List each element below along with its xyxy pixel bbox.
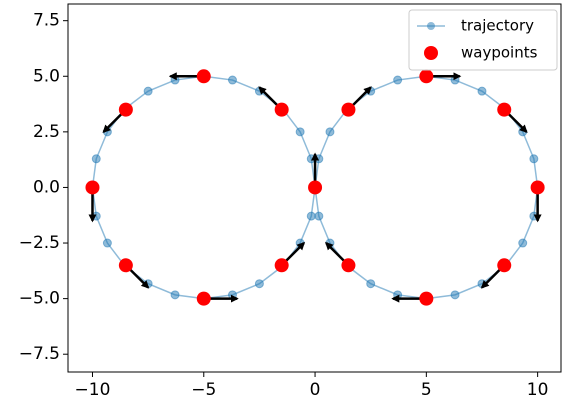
waypoint xyxy=(274,102,289,117)
waypoint xyxy=(196,291,211,306)
x-tick-label: 10 xyxy=(527,380,549,400)
y-tick-label: −7.5 xyxy=(19,344,60,364)
waypoint xyxy=(274,258,289,273)
waypoint xyxy=(118,102,133,117)
trajectory-point xyxy=(170,290,180,300)
waypoint xyxy=(308,180,323,195)
waypoint xyxy=(85,180,100,195)
x-tick-label: −5 xyxy=(191,380,216,400)
trajectory-point xyxy=(518,238,528,248)
legend-marker xyxy=(424,46,438,60)
y-tick-label: 2.5 xyxy=(33,122,60,142)
y-tick-label: −5.0 xyxy=(19,289,60,309)
trajectory-point xyxy=(325,127,335,137)
y-tick-label: 7.5 xyxy=(33,11,60,31)
trajectory-point xyxy=(477,86,487,96)
x-tick-label: 5 xyxy=(421,380,432,400)
trajectory-point xyxy=(314,211,324,221)
waypoint xyxy=(196,69,211,84)
trajectory-point xyxy=(393,75,403,85)
legend-label: waypoints xyxy=(461,44,538,62)
trajectory-point xyxy=(143,86,153,96)
x-tick-label: 0 xyxy=(310,380,321,400)
waypoint xyxy=(419,291,434,306)
trajectory-point xyxy=(450,290,460,300)
trajectory-point xyxy=(254,279,264,289)
x-tick-label: −10 xyxy=(75,380,111,400)
legend-label: trajectory xyxy=(461,17,534,35)
y-tick-label: 5.0 xyxy=(33,66,60,86)
waypoint xyxy=(530,180,545,195)
waypoint xyxy=(497,258,512,273)
legend-box xyxy=(408,9,558,71)
trajectory-point xyxy=(295,127,305,137)
y-tick-label: −2.5 xyxy=(19,233,60,253)
y-tick-label: 0.0 xyxy=(33,177,60,197)
trajectory-point xyxy=(102,238,112,248)
waypoint xyxy=(118,258,133,273)
trajectory-point xyxy=(366,279,376,289)
trajectory-point xyxy=(306,211,316,221)
trajectory-point xyxy=(529,154,539,164)
trajectory-point xyxy=(227,75,237,85)
plot-frame xyxy=(67,3,562,373)
waypoint xyxy=(497,102,512,117)
trajectory-point xyxy=(91,154,101,164)
waypoint xyxy=(341,102,356,117)
waypoint xyxy=(341,258,356,273)
waypoint xyxy=(419,69,434,84)
legend-marker xyxy=(427,22,435,30)
